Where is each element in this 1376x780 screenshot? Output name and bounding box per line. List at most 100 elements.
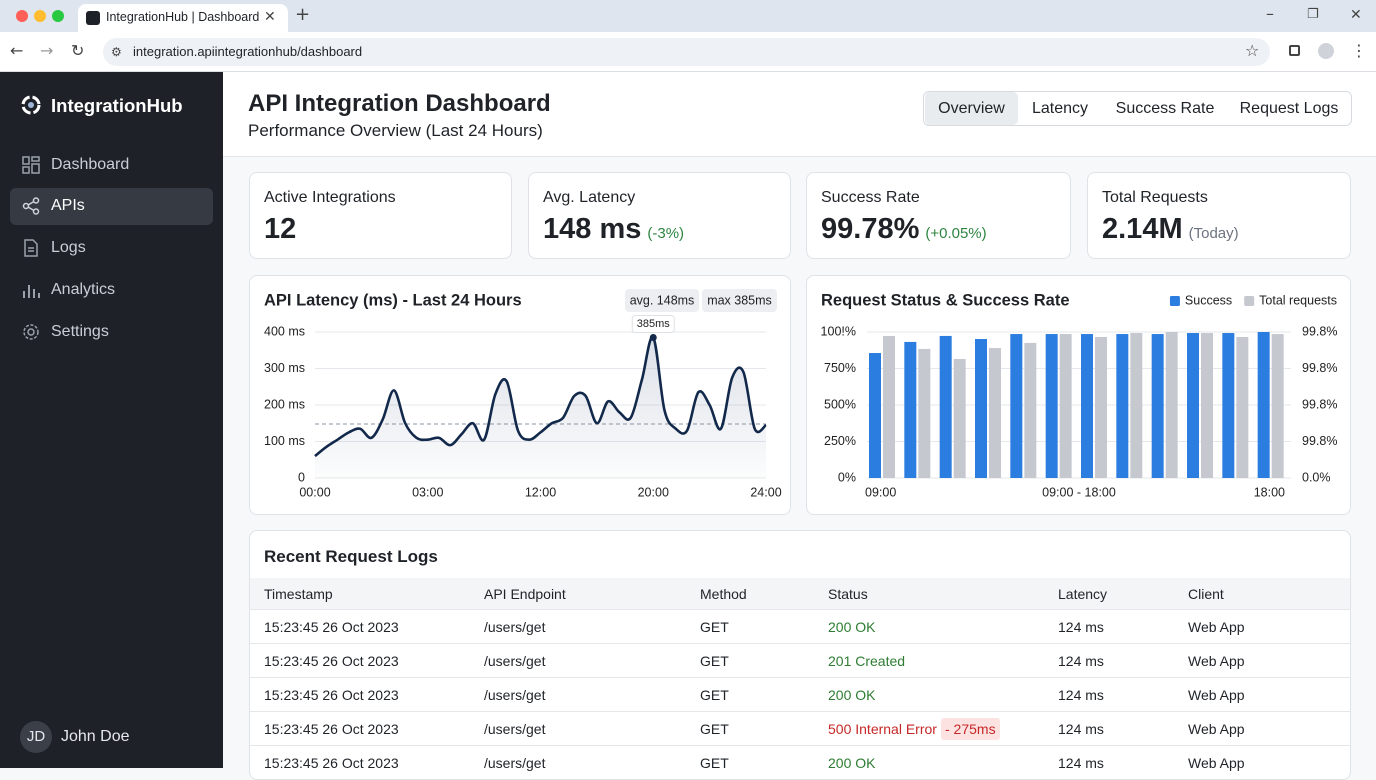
restore[interactable]: ❐ [1307, 7, 1319, 22]
table-row: 15:23:45 26 Oct 2023/users/get GET 200 OK 1… [250, 677, 1350, 712]
y2-tick-label: 99.8% [1302, 324, 1337, 338]
y2-tick-label: 0.0% [1302, 470, 1331, 484]
page-title: API Integration Dashboard [248, 90, 551, 117]
nav-item[interactable]: Analytics [10, 272, 213, 309]
y-tick-label: 0 [298, 470, 305, 484]
status-cell: 500 Internal Error [828, 721, 937, 737]
icon-part [23, 324, 39, 340]
avatar[interactable]: JD [20, 721, 52, 753]
table-cell: GET [700, 619, 729, 635]
column-header[interactable]: Method [700, 586, 747, 602]
y-tick-label: 250% [824, 434, 856, 448]
table-cell: /users/get [484, 619, 546, 635]
x-range-label: 09:00 - 18:00 [1042, 485, 1116, 499]
user-name[interactable]: John Doe [61, 728, 130, 745]
legend-label: Total requests [1259, 293, 1337, 307]
table-cell: 124 ms [1058, 755, 1104, 771]
view-tab[interactable]: Overview [925, 92, 1018, 125]
table-row: 15:23:45 26 Oct 2023/users/get GET 200 OK 1… [250, 745, 1350, 779]
table-row: 15:23:45 26 Oct 2023/users/get GET 201 Cre… [250, 643, 1350, 678]
nav-icon [22, 197, 40, 215]
nav-label: Settings [51, 323, 109, 340]
y2-tick-label: 99.8% [1302, 397, 1337, 411]
icon-part [34, 10, 46, 22]
icon-part [22, 197, 40, 215]
nav-item[interactable]: Dashboard [10, 147, 213, 184]
nav-icon [23, 324, 39, 340]
new-tab[interactable]: + [295, 4, 311, 25]
address-bar-row: ← → ↻ ⚙ integration.apiintegrationhub/da… [0, 32, 1376, 72]
sidepanel-button[interactable] [1289, 45, 1300, 56]
stat-card: Success Rate 99.78% (+0.05%) [806, 172, 1071, 259]
bar [989, 348, 1001, 478]
forward-button[interactable]: → [40, 41, 54, 60]
stat-value: 148 ms [543, 213, 642, 245]
stat-card: Total Requests 2.14M (Today) [1087, 172, 1351, 259]
bar [1059, 334, 1072, 478]
bar [1222, 333, 1235, 478]
icon-part [31, 163, 40, 174]
close-window[interactable]: ✕ [1350, 7, 1362, 23]
icon-part [23, 285, 40, 298]
x-tick-label: 24:00 [750, 485, 781, 499]
y-tick-label: 100!% [821, 324, 856, 338]
view-tab[interactable]: Request Logs [1239, 100, 1339, 117]
icon-part [28, 102, 34, 108]
reload-button[interactable]: ↻ [71, 41, 85, 60]
y-tick-label: 500% [824, 397, 856, 411]
nav-item[interactable]: Settings [10, 314, 213, 351]
bar [1165, 332, 1178, 478]
nav-label: Analytics [51, 281, 116, 298]
table-cell: 124 ms [1058, 721, 1104, 737]
column-header[interactable]: Status [828, 586, 868, 602]
stat-value-row: 99.78% (+0.05%) [821, 213, 987, 246]
minimize[interactable]: – [1266, 4, 1274, 23]
table-cell: 15:23:45 26 Oct 2023 [264, 755, 399, 771]
status-cell: 201 Created [828, 653, 906, 669]
y-tick-label: 300 ms [264, 361, 305, 375]
icon-part [23, 285, 40, 298]
stat-delta: (Today) [1188, 225, 1239, 242]
column-header[interactable]: Client [1188, 586, 1224, 602]
nav-item[interactable]: Logs [10, 230, 213, 267]
legend-label: Success [1185, 293, 1232, 307]
table-cell: 15:23:45 26 Oct 2023 [264, 687, 399, 703]
icon-part [22, 166, 30, 174]
table-cell: Web App [1188, 721, 1245, 737]
view-tab[interactable]: Latency [1031, 100, 1089, 117]
table-row: 15:23:45 26 Oct 2023/users/get GET 200 OK 1… [250, 609, 1350, 644]
icon-part [24, 239, 38, 257]
brand-logo [21, 95, 41, 115]
nav-label: APIs [51, 197, 85, 214]
y-tick-label: 200 ms [264, 397, 305, 411]
table-row: 15:23:45 26 Oct 2023/users/get GET 500 Int… [250, 711, 1350, 746]
y2-tick-label: 99.8% [1302, 361, 1337, 375]
stat-label: Active Integrations [264, 189, 396, 206]
browser-tab[interactable]: IntegrationHub | Dashboard ✕ [78, 4, 288, 32]
table-cell: /users/get [484, 687, 546, 703]
bookmark-star[interactable]: ☆ [1245, 41, 1260, 60]
peak-label: 385ms [637, 318, 671, 330]
nav-item[interactable]: APIs [10, 188, 213, 225]
bar [1151, 334, 1164, 478]
icon-part [27, 200, 35, 212]
back-button[interactable]: ← [10, 41, 24, 60]
brand-name: IntegrationHub [51, 95, 183, 116]
icon-part [32, 197, 40, 204]
column-header[interactable]: API Endpoint [484, 586, 566, 602]
bar [975, 339, 987, 478]
column-header[interactable]: Timestamp [264, 586, 333, 602]
view-tab[interactable]: Success Rate [1115, 100, 1215, 117]
profile-button[interactable] [1318, 43, 1334, 59]
tab-close[interactable]: ✕ [264, 9, 276, 25]
url-field[interactable]: ⚙ integration.apiintegrationhub/dashboar… [103, 38, 1270, 66]
window-controls[interactable] [0, 0, 80, 32]
menu-button[interactable]: ⋮ [1351, 41, 1367, 60]
line-area [315, 336, 766, 478]
site-info[interactable]: ⚙ [111, 45, 122, 59]
stat-value-row: 2.14M (Today) [1102, 213, 1239, 246]
column-header[interactable]: Latency [1058, 586, 1108, 602]
stat-value: 12 [264, 213, 297, 245]
stat-delta: (+0.05%) [925, 225, 987, 242]
